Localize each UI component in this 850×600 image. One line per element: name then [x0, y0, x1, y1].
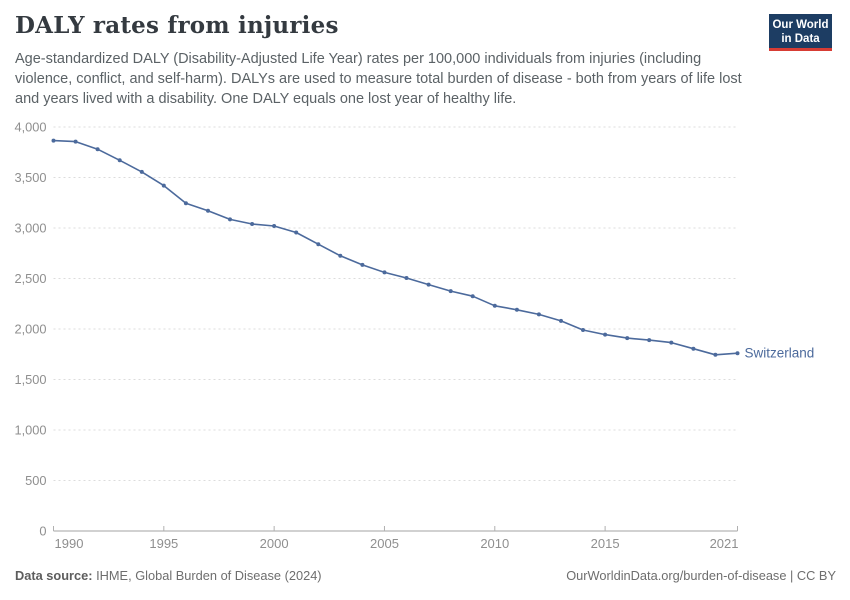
data-point[interactable] [581, 328, 585, 332]
x-axis-label: 2000 [260, 536, 289, 551]
y-axis-label: 500 [25, 473, 46, 488]
owid-logo-line1: Our World [772, 19, 829, 31]
y-axis-label: 3,500 [14, 170, 46, 185]
data-point[interactable] [272, 224, 277, 228]
page-title: DALY rates from injuries [15, 12, 339, 39]
y-axis-label: 2,000 [14, 322, 46, 337]
data-point[interactable] [559, 318, 563, 323]
data-point[interactable] [625, 336, 630, 341]
data-point[interactable] [51, 138, 56, 143]
data-point[interactable] [360, 262, 365, 267]
y-axis-label: 1,000 [14, 423, 46, 438]
y-axis-label: 2,500 [14, 271, 46, 286]
x-axis-label: 2005 [370, 536, 399, 551]
x-axis-label: 1990 [55, 536, 84, 551]
x-axis-label: 1995 [149, 536, 178, 551]
data-point[interactable] [73, 139, 78, 144]
trend-line[interactable] [52, 139, 739, 356]
data-point[interactable] [713, 352, 718, 357]
data-point[interactable] [470, 294, 475, 299]
data-point[interactable] [183, 201, 188, 206]
y-axis-label: 3,000 [14, 221, 46, 236]
data-point[interactable] [448, 289, 453, 294]
owid-logo-line2: in Data [781, 33, 820, 45]
data-source-label: Data source: [15, 568, 93, 583]
x-axis-label: 2015 [591, 536, 620, 551]
y-axis-label: 0 [39, 524, 46, 539]
data-point[interactable] [161, 183, 166, 188]
chart-subtitle: Age-standardized DALY (Disability-Adjust… [15, 51, 742, 107]
data-point[interactable] [228, 217, 232, 222]
data-point[interactable] [669, 340, 674, 345]
data-point[interactable] [647, 338, 652, 343]
data-point[interactable] [316, 242, 321, 247]
y-axis-label: 1,500 [14, 372, 46, 387]
data-point[interactable] [735, 351, 740, 356]
data-point[interactable] [536, 312, 541, 317]
data-point[interactable] [691, 346, 696, 351]
data-source-note: Data source: IHME, Global Burden of Dise… [15, 568, 322, 583]
data-point[interactable] [426, 282, 431, 287]
data-point[interactable] [117, 158, 122, 163]
data-point[interactable] [514, 307, 519, 312]
series-end-label[interactable]: Switzerland [745, 346, 815, 361]
data-source-value: IHME, Global Burden of Disease (2024) [96, 568, 322, 583]
data-point[interactable] [95, 147, 100, 152]
data-point[interactable] [294, 230, 299, 235]
owid-logo[interactable]: Our World in Data [769, 14, 832, 51]
data-point[interactable] [139, 169, 144, 174]
data-point[interactable] [206, 208, 210, 213]
credit-link[interactable]: OurWorldinData.org/burden-of-disease | C… [566, 568, 836, 583]
data-point[interactable] [250, 222, 255, 226]
x-axis-label: 2021 [710, 536, 739, 551]
data-point[interactable] [603, 332, 608, 337]
data-point[interactable] [338, 253, 343, 258]
x-axis-label: 2010 [480, 536, 509, 551]
y-axis-label: 4,000 [14, 120, 46, 135]
data-point[interactable] [404, 276, 409, 280]
data-point[interactable] [492, 303, 497, 308]
data-point[interactable] [382, 270, 387, 275]
